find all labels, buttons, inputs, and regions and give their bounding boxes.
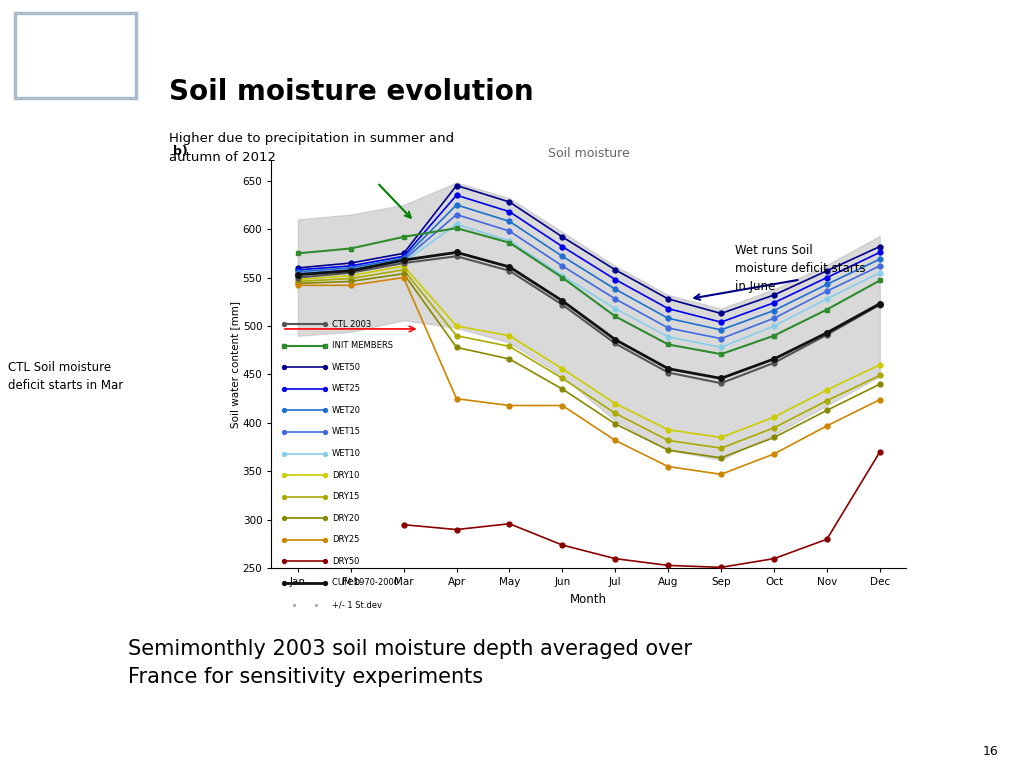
- Text: Higher due to precipitation in summer and: Higher due to precipitation in summer an…: [169, 132, 454, 144]
- Bar: [15, 13, 136, 98]
- Text: DRY25: DRY25: [332, 535, 359, 545]
- Text: Semimonthly 2003 soil moisture depth averaged over: Semimonthly 2003 soil moisture depth ave…: [128, 639, 692, 659]
- Text: Soil moisture evolution: Soil moisture evolution: [169, 78, 534, 106]
- Y-axis label: Soil water content [mm]: Soil water content [mm]: [229, 301, 240, 429]
- Text: France for sensitivity experiments: France for sensitivity experiments: [128, 667, 483, 687]
- Text: WET20: WET20: [332, 406, 360, 415]
- Text: CUM 1970-2000: CUM 1970-2000: [332, 578, 398, 588]
- Title: Soil moisture: Soil moisture: [548, 147, 630, 160]
- X-axis label: Month: Month: [570, 593, 607, 606]
- Text: CTL Soil moisture
deficit starts in Mar: CTL Soil moisture deficit starts in Mar: [8, 361, 124, 392]
- Text: INIT MEMBERS: INIT MEMBERS: [332, 341, 392, 350]
- Text: DRY20: DRY20: [332, 514, 359, 523]
- Text: Wet runs Soil
moisture deficit starts
in June: Wet runs Soil moisture deficit starts in…: [735, 244, 866, 293]
- Text: WET25: WET25: [332, 384, 360, 393]
- Text: DRY10: DRY10: [332, 471, 359, 479]
- Text: autumn of 2012: autumn of 2012: [169, 151, 275, 164]
- Text: +/- 1 St.dev: +/- 1 St.dev: [332, 600, 382, 609]
- Text: WET50: WET50: [332, 362, 360, 372]
- Text: N: N: [53, 27, 98, 76]
- Text: DRY15: DRY15: [332, 492, 359, 502]
- Text: DRY50: DRY50: [332, 557, 359, 566]
- Text: b): b): [173, 145, 187, 158]
- Text: WET15: WET15: [332, 428, 360, 436]
- Text: WET10: WET10: [332, 449, 360, 458]
- Text: 16: 16: [983, 745, 998, 757]
- Text: CTL 2003: CTL 2003: [332, 319, 371, 329]
